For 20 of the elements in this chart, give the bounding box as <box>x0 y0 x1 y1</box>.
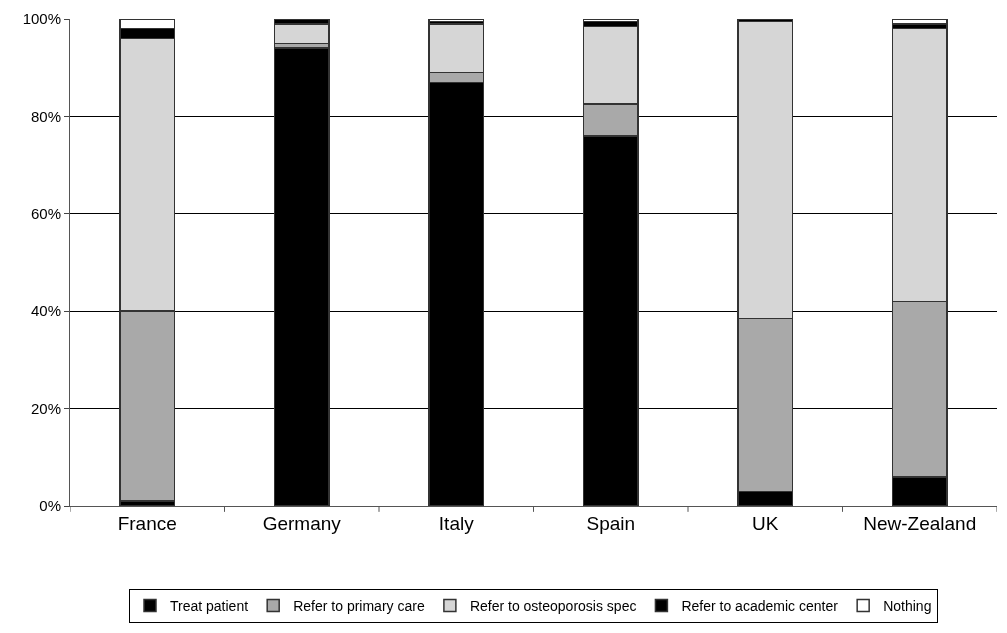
x-tick-label: Spain <box>586 512 636 534</box>
x-tick-label: Italy <box>438 512 475 534</box>
legend-label: Nothing <box>883 597 932 614</box>
y-tick-label: 40% <box>30 302 61 320</box>
legend-label: Treat patient <box>170 597 249 614</box>
bar <box>891 19 948 25</box>
legend-label: Refer to osteoporosis spec <box>469 597 637 614</box>
bar <box>273 23 330 45</box>
legend-label: Refer to academic center <box>681 597 839 614</box>
legend-label: Refer to primary care <box>293 597 425 614</box>
y-tick-label: 60% <box>30 205 61 223</box>
y-tick-label: 0% <box>39 497 61 515</box>
y-tick-label: 100% <box>22 10 61 28</box>
x-tick-label: France <box>117 512 177 534</box>
y-tick-label: 20% <box>30 399 61 417</box>
x-tick-label: New-Zealand <box>863 512 977 534</box>
x-tick-label: UK <box>752 512 779 534</box>
bar <box>582 19 639 23</box>
y-tick-label: 80% <box>30 107 61 125</box>
x-tick-label: Germany <box>262 512 342 534</box>
